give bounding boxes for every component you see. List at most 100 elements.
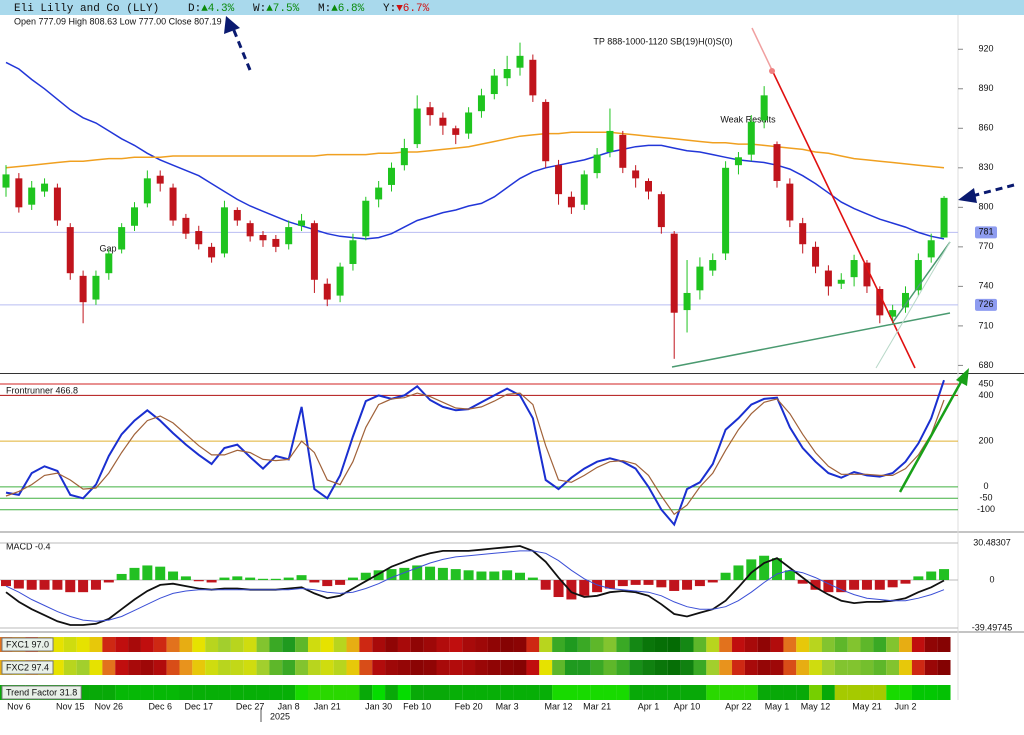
x-tick-label: May 12: [801, 701, 831, 711]
histogram-bar: [682, 580, 693, 590]
heat-cell: [63, 637, 77, 652]
histogram-bar: [180, 576, 191, 581]
heat-cell: [590, 685, 604, 700]
y-tick-label: 800: [978, 202, 993, 212]
strip-label: FXC2 97.4: [6, 662, 49, 672]
heat-cell: [847, 637, 861, 652]
heat-cell: [385, 637, 398, 652]
heat-cell: [256, 660, 270, 675]
candle-body: [619, 134, 627, 168]
heat-cell: [924, 637, 938, 652]
heat-cell: [333, 637, 347, 652]
heat-cell: [834, 637, 848, 652]
histogram-bar: [270, 578, 281, 581]
candle-body: [606, 130, 614, 153]
heat-cell: [230, 685, 244, 700]
heat-cell: [873, 660, 887, 675]
candle-body: [837, 279, 845, 284]
histogram-bar: [232, 576, 243, 581]
x-tick-label: Jan 30: [365, 701, 392, 711]
heat-cell: [487, 660, 501, 675]
candle-body: [336, 266, 344, 296]
histogram-bar: [26, 580, 37, 590]
histogram-bar: [296, 575, 307, 581]
heat-cell: [886, 660, 900, 675]
y-tick-label: 770: [978, 241, 993, 251]
heat-cell: [834, 685, 848, 700]
heat-cell: [796, 685, 810, 700]
candle-body: [593, 154, 601, 174]
heat-cell: [693, 685, 707, 700]
heat-cell: [924, 685, 938, 700]
heat-cell: [796, 660, 810, 675]
candle-body: [773, 144, 781, 181]
histogram-bar: [617, 580, 628, 587]
histogram-bar: [939, 569, 950, 581]
candle-body: [889, 310, 897, 317]
histogram-bar: [335, 580, 346, 585]
heat-cell: [140, 660, 154, 675]
y-tick-label: 200: [978, 436, 993, 446]
trend-point: [769, 68, 775, 74]
heat-cell: [873, 685, 887, 700]
heat-cell: [796, 637, 810, 652]
level-label: 781: [978, 227, 993, 237]
heat-cell: [526, 637, 540, 652]
candle-body: [555, 165, 563, 195]
arrow-head: [224, 16, 240, 34]
heat-cell: [873, 637, 887, 652]
histogram-bar: [746, 559, 757, 581]
candle-body: [413, 108, 421, 145]
heat-cell: [372, 660, 386, 675]
heat-cell: [603, 660, 617, 675]
heat-cell: [680, 685, 694, 700]
histogram-bar: [13, 580, 24, 589]
heat-cell: [128, 637, 141, 652]
heat-cell: [102, 660, 116, 675]
ohlc-text: Open 777.09 High 808.63 Low 777.00 Close…: [14, 16, 222, 26]
heat-cell: [500, 685, 514, 700]
heat-cell: [449, 637, 463, 652]
x-tick-label: Nov 15: [56, 701, 85, 711]
histogram-bar: [887, 580, 898, 588]
candle-body: [632, 170, 640, 179]
histogram-bar: [926, 571, 937, 581]
trend-line: [771, 69, 916, 369]
heat-cell: [770, 685, 784, 700]
heat-cell: [539, 637, 553, 652]
heat-cell: [732, 660, 745, 675]
x-tick-label: Apr 10: [674, 701, 701, 711]
heat-cell: [770, 660, 784, 675]
period-changes: D:▲4.3% W:▲7.5% M:▲6.8% Y:▼6.7%: [188, 3, 430, 15]
heat-cell: [706, 685, 720, 700]
histogram-bar: [656, 580, 667, 588]
histogram-bar: [489, 571, 500, 581]
arrow: [971, 183, 1015, 198]
heat-cell: [886, 685, 900, 700]
heat-cell: [449, 685, 463, 700]
candle-body: [902, 292, 909, 308]
heat-cell: [667, 637, 681, 652]
heat-cell: [475, 660, 488, 675]
histogram-bar: [566, 580, 577, 600]
heat-cell: [552, 685, 566, 700]
histogram-bar: [900, 580, 911, 584]
candle-body: [272, 238, 280, 247]
candle-body: [786, 183, 794, 221]
y-tick-label: 860: [978, 123, 993, 133]
candle-body: [824, 270, 832, 287]
heat-cell: [809, 660, 823, 675]
candle-body: [208, 246, 216, 258]
x-tick-label: Mar 12: [545, 701, 573, 711]
candle-body: [465, 112, 473, 134]
heat-cell: [552, 660, 566, 675]
histogram-bar: [540, 580, 551, 590]
x-tick-label: Feb 10: [403, 701, 431, 711]
heat-cell: [179, 685, 193, 700]
candle-body: [696, 266, 704, 291]
y-tick-label: 30.48307: [973, 537, 1011, 547]
heat-cell: [642, 637, 655, 652]
candle-body: [567, 196, 575, 208]
level-tag: [975, 298, 997, 311]
heat-cell: [269, 660, 283, 675]
